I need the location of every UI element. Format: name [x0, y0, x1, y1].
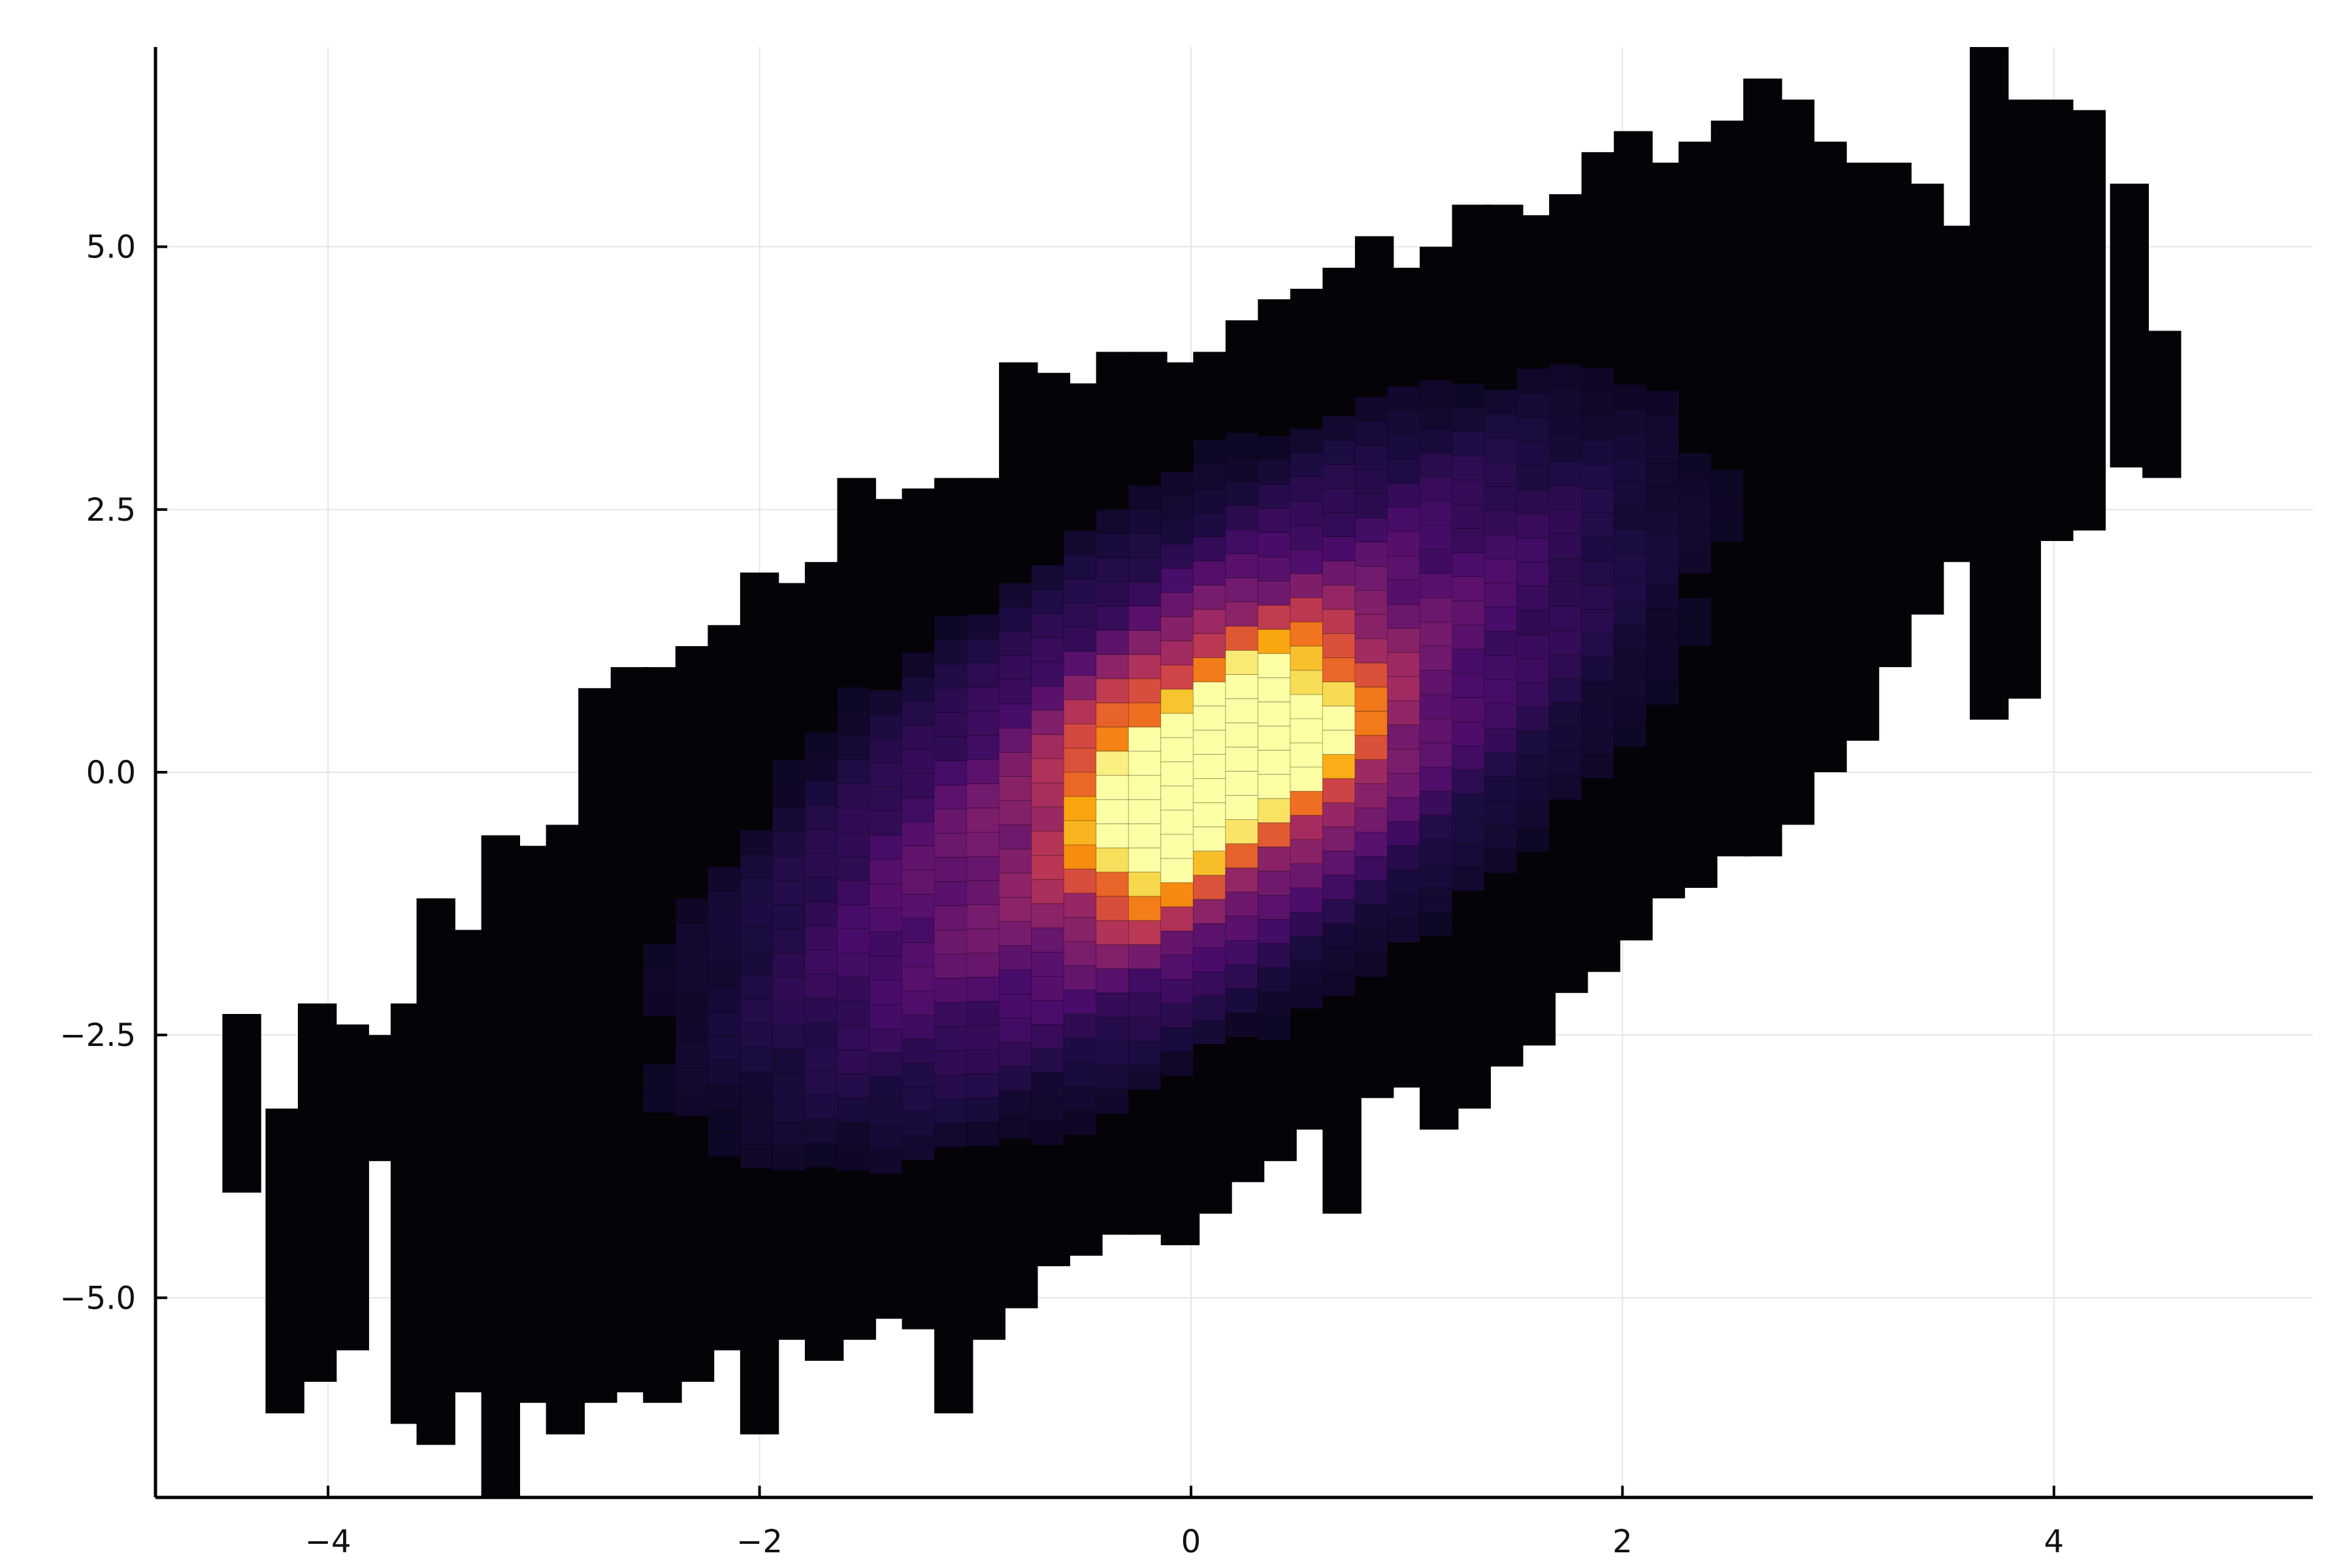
heatmap-cell [1322, 488, 1362, 514]
heatmap-column [222, 1014, 261, 1193]
x-tick-label: −2 [736, 1524, 783, 1560]
x-tick-label: 2 [1612, 1524, 1633, 1560]
heatmap-cell [1322, 536, 1362, 562]
heatmap-column [546, 825, 585, 1435]
heatmap-cell [1322, 851, 1362, 876]
y-tick-label: 5.0 [86, 229, 136, 266]
heatmap-cell [1322, 802, 1362, 828]
heatmap-cell [1322, 416, 1362, 441]
heatmap-column [481, 835, 521, 1497]
heatmap-cell [1322, 585, 1362, 610]
y-tick-label: 2.5 [86, 492, 136, 529]
y-tick-label: 0.0 [86, 755, 136, 791]
y-tick-label: −2.5 [59, 1017, 136, 1054]
x-tick-label: −4 [305, 1524, 351, 1560]
heatmap-cell [1322, 875, 1362, 900]
x-tick-label: 0 [1181, 1524, 1201, 1560]
heatmap-cell [1322, 899, 1362, 924]
heatmap-column [416, 898, 455, 1445]
x-tick-label: 4 [2044, 1524, 2064, 1560]
tick-labels: −4 −2 0 2 4 −5.0 −2.5 0.0 2.5 5.0 [59, 229, 2064, 1560]
heatmap-column [610, 667, 650, 1393]
heatmap-cell [1322, 972, 1362, 997]
heatmap-column [2142, 331, 2181, 478]
heatmap-column [297, 1003, 337, 1382]
heatmap-column [2066, 110, 2106, 531]
heatmap-cell [1322, 633, 1362, 659]
heatmap-cell [1322, 561, 1362, 586]
heatmap-cells [222, 47, 2181, 1497]
heatmap-cell [1322, 923, 1362, 949]
y-tick-label: −5.0 [59, 1280, 136, 1316]
